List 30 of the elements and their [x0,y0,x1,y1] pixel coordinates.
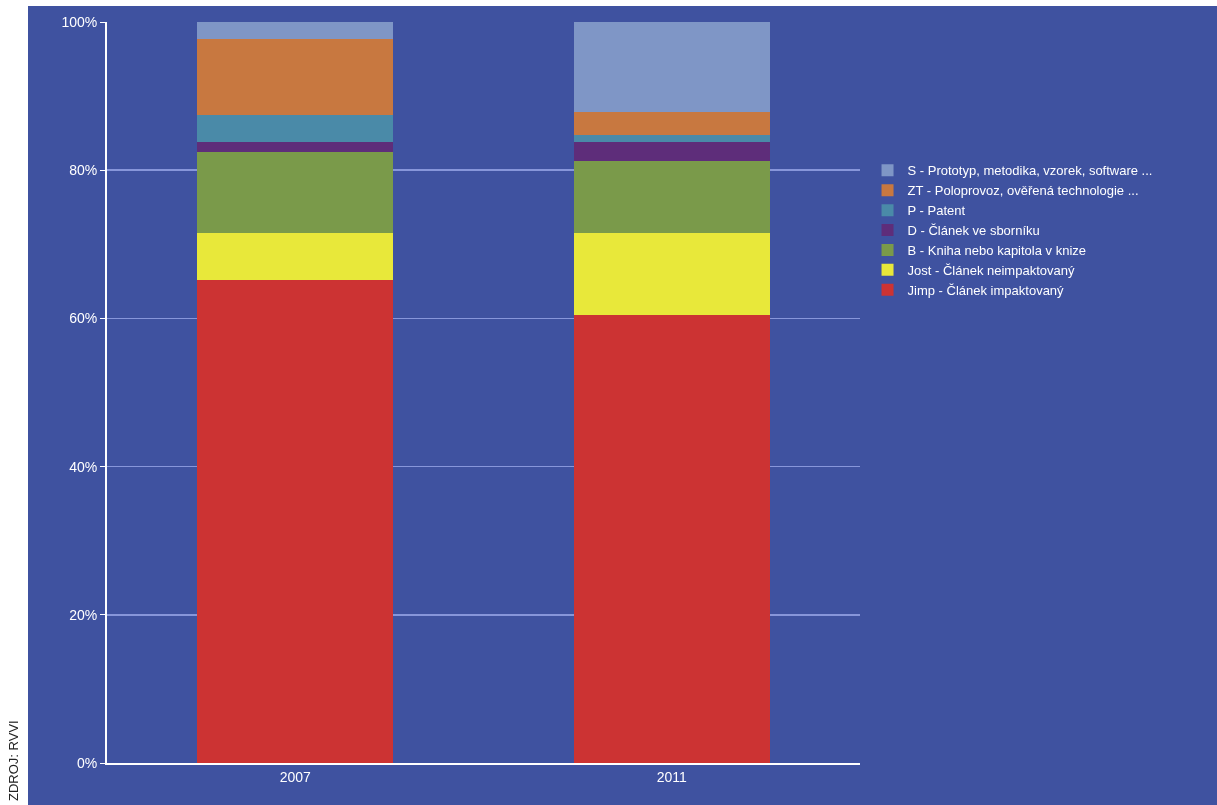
legend-label: Jimp - Článek impaktovaný [907,282,1065,298]
bar [197,22,394,40]
bar [197,115,394,143]
x-tick-label: 2011 [656,768,688,785]
x-tick-label: 2007 [279,768,312,785]
bar [573,135,770,143]
bar [197,233,394,280]
bar [573,233,770,315]
y-tick-label: 0% [76,754,98,771]
bar [573,22,770,112]
legend-label: Jost - Článek neimpaktovaný [907,262,1075,278]
legend-label: P - Patent [907,203,966,219]
legend-label: ZT - Poloprovoz, ověřená technologie ... [907,183,1139,199]
bar [573,160,770,234]
y-tick-label: 100% [61,13,98,30]
bar [573,314,770,763]
y-tick-label: 80% [69,162,98,179]
text: ZDROJ: RVVI [6,720,21,801]
y-tick-label: 60% [69,310,98,327]
legend-label: D - Článek ve sborníku [907,223,1040,239]
bar [197,39,394,116]
bar [197,151,394,234]
bar [573,111,770,136]
bar [197,142,394,152]
y-tick-label: 20% [69,606,98,623]
bar [197,279,394,763]
bar [573,142,770,161]
legend-label: B - Kniha nebo kapitola v knize [907,243,1087,258]
y-tick-label: 40% [69,458,98,475]
legend-label: S - Prototyp, metodika, vzorek, software ... [907,163,1153,179]
